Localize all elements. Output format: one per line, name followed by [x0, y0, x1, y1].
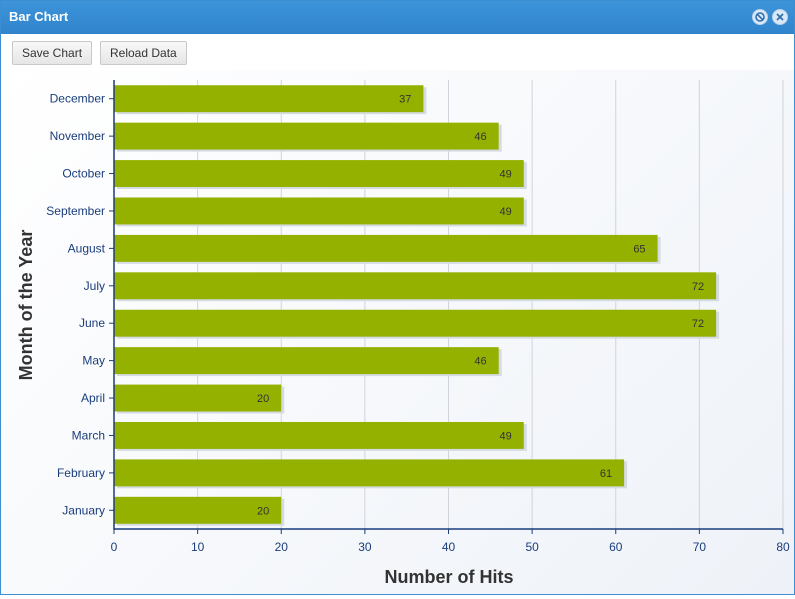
- data-label: 46: [474, 131, 486, 143]
- y-tick-label: January: [62, 503, 105, 517]
- y-tick-label: July: [84, 279, 105, 293]
- y-tick-label: March: [72, 428, 105, 442]
- x-tick-label: 10: [191, 540, 205, 554]
- y-axis-title: Month of the Year: [16, 230, 36, 381]
- bar-chart: 20 61 49 20 46 72 72 65 49 49 46 37 January February…: [16, 80, 790, 587]
- x-tick-label: 80: [776, 540, 790, 554]
- data-label: 49: [500, 430, 512, 442]
- y-tick-label: October: [62, 167, 105, 181]
- chart-area: 20 61 49 20 46 72 72 65 49 49 46 37 January February…: [1, 70, 794, 594]
- x-tick-label: 30: [358, 540, 372, 554]
- bars: 20 61 49 20 46 72 72 65 49 49 46 37: [114, 85, 720, 526]
- x-tick-label: 0: [111, 540, 118, 554]
- data-label: 37: [399, 94, 411, 106]
- bar: [114, 459, 625, 487]
- window-titlebar[interactable]: Bar Chart: [1, 1, 794, 34]
- y-tick-label: September: [46, 204, 105, 218]
- y-tick-label: August: [68, 241, 106, 255]
- bar: [114, 309, 717, 337]
- toolbar: Save Chart Reload Data: [1, 34, 794, 70]
- window-title: Bar Chart: [9, 9, 69, 24]
- bar: [114, 272, 717, 300]
- x-axis-title: Number of Hits: [384, 567, 513, 587]
- bar: [114, 197, 524, 225]
- data-label: 20: [257, 505, 269, 517]
- data-label: 46: [474, 356, 486, 368]
- bar: [114, 234, 658, 262]
- y-tick-label: December: [50, 92, 105, 106]
- bar: [114, 384, 282, 412]
- x-tick-label: 20: [275, 540, 289, 554]
- save-chart-button[interactable]: Save Chart: [12, 41, 93, 65]
- data-label: 49: [500, 206, 512, 218]
- bar: [114, 496, 282, 524]
- axes: January February March April May June July Augu…: [46, 80, 790, 554]
- x-tick-label: 50: [525, 540, 539, 554]
- y-tick-label: February: [57, 466, 105, 480]
- bar: [114, 160, 524, 188]
- bar: [114, 421, 524, 449]
- x-tick-label: 70: [693, 540, 707, 554]
- data-label: 65: [633, 243, 645, 255]
- data-label: 49: [500, 169, 512, 181]
- x-tick-label: 60: [609, 540, 623, 554]
- close-icon[interactable]: [772, 9, 788, 25]
- data-label: 72: [692, 281, 704, 293]
- reload-data-button[interactable]: Reload Data: [100, 41, 187, 65]
- collapse-icon[interactable]: [752, 9, 768, 25]
- bar: [114, 85, 424, 113]
- x-tick-label: 40: [442, 540, 456, 554]
- bar: [114, 347, 499, 375]
- data-label: 20: [257, 393, 269, 405]
- bar: [114, 122, 499, 150]
- y-tick-label: November: [50, 129, 105, 143]
- y-tick-label: April: [81, 391, 105, 405]
- data-label: 61: [600, 468, 612, 480]
- data-label: 72: [692, 318, 704, 330]
- y-tick-label: June: [79, 316, 105, 330]
- y-tick-label: May: [82, 354, 105, 368]
- grid-lines: [197, 80, 784, 529]
